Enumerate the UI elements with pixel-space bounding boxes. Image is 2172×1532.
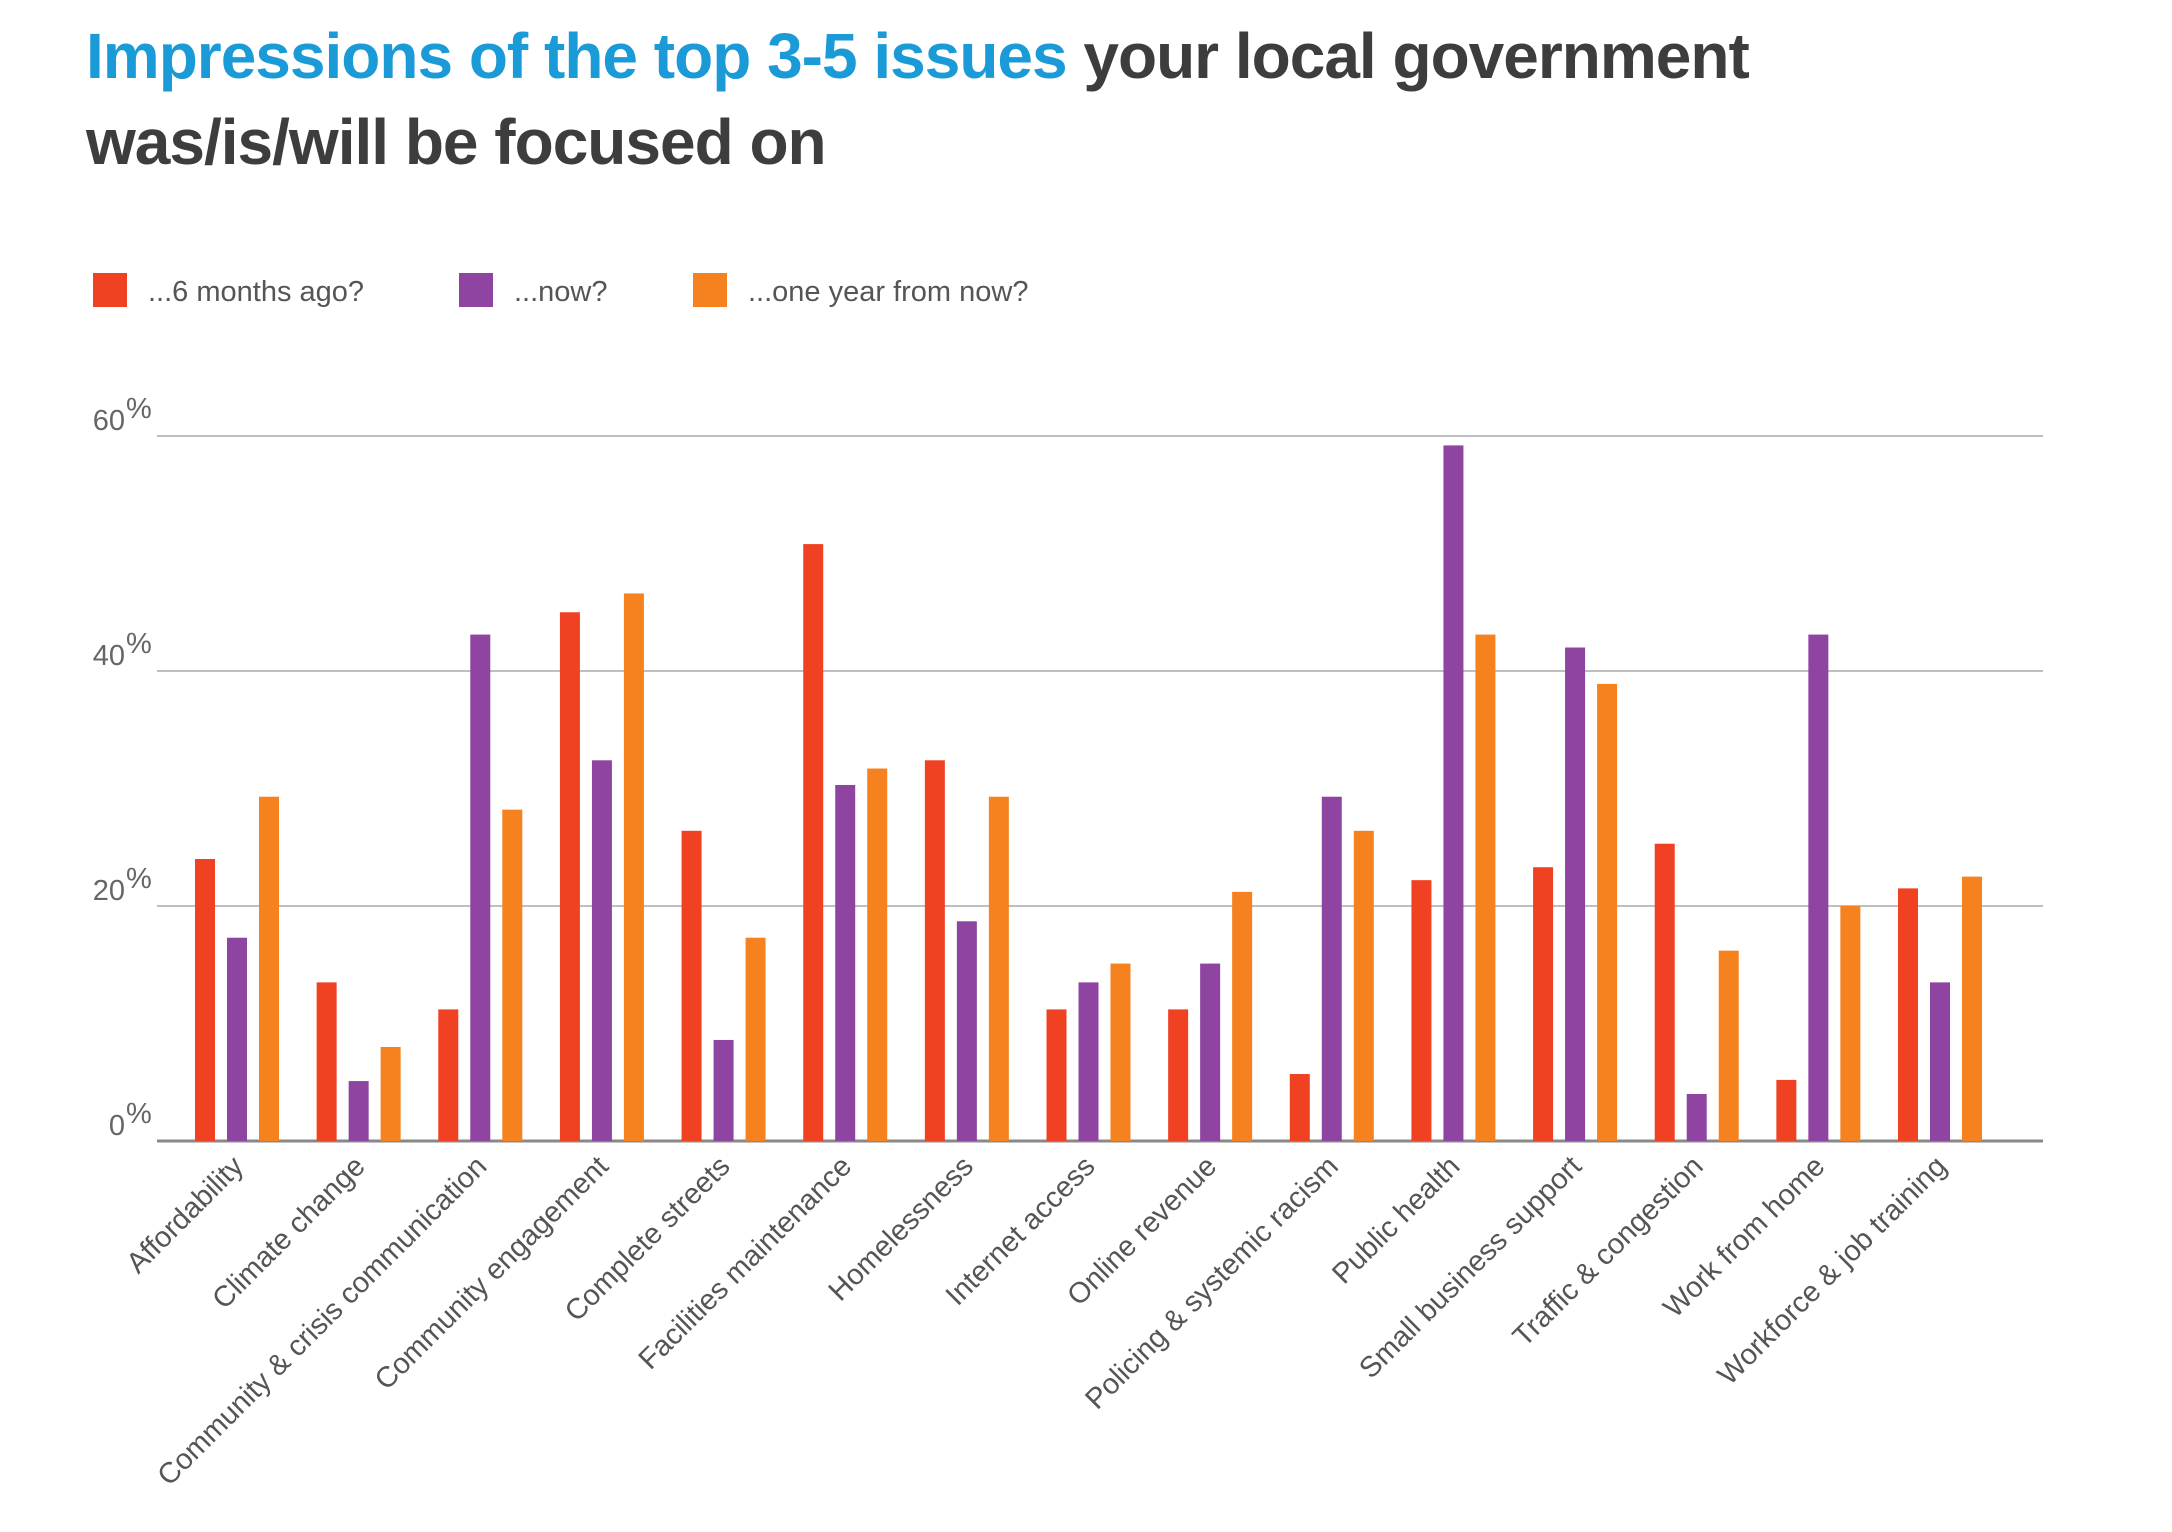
category-label: Affordability bbox=[121, 1150, 251, 1280]
chart-title-line2: was/is/will be focused on bbox=[85, 106, 826, 178]
y-tick-label: 20 bbox=[93, 875, 125, 907]
bar bbox=[380, 1047, 401, 1141]
bar bbox=[1654, 843, 1675, 1141]
bar bbox=[1808, 634, 1829, 1141]
bar bbox=[591, 760, 612, 1141]
y-tick-suffix: % bbox=[126, 393, 152, 425]
category-label: Workforce & job training bbox=[1712, 1150, 1953, 1391]
bar bbox=[1110, 963, 1131, 1141]
legend-label: ...one year from now? bbox=[748, 276, 1028, 308]
title-highlight: Impressions of the top 3-5 issues bbox=[86, 20, 1067, 92]
bar bbox=[502, 809, 523, 1141]
bar bbox=[227, 937, 247, 1141]
bar bbox=[1597, 683, 1618, 1141]
bar bbox=[745, 937, 766, 1141]
y-tick-label: 0 bbox=[109, 1110, 125, 1142]
category-label: Policing & systemic racism bbox=[1079, 1150, 1344, 1415]
bar bbox=[1898, 888, 1918, 1141]
bar bbox=[1232, 891, 1253, 1141]
bar bbox=[348, 1081, 369, 1141]
y-tick-label: 60 bbox=[93, 405, 125, 437]
bar bbox=[1353, 830, 1374, 1141]
bar bbox=[316, 982, 337, 1141]
bar bbox=[924, 760, 945, 1141]
bar bbox=[956, 921, 977, 1141]
legend-swatch bbox=[693, 273, 727, 307]
bar bbox=[988, 796, 1009, 1141]
bar bbox=[1475, 634, 1496, 1141]
y-tick-suffix: % bbox=[126, 1098, 152, 1130]
bar bbox=[438, 1009, 459, 1141]
bar bbox=[1289, 1074, 1310, 1141]
bar bbox=[1078, 982, 1099, 1141]
y-tick-label: 40 bbox=[93, 640, 125, 672]
legend: ...6 months ago? ...now? ...one year from … bbox=[93, 273, 1028, 308]
bar bbox=[1200, 963, 1221, 1141]
bar bbox=[1533, 867, 1554, 1141]
bar bbox=[259, 796, 279, 1141]
gridlines: 0 %20 %40 %60% bbox=[93, 393, 2043, 1143]
bars bbox=[195, 445, 1982, 1141]
bar bbox=[623, 593, 644, 1141]
bar bbox=[559, 612, 580, 1141]
category-label: Facilities maintenance bbox=[633, 1150, 859, 1376]
category-label: Community engagement bbox=[369, 1150, 615, 1396]
bar bbox=[713, 1039, 734, 1141]
legend-swatch bbox=[93, 273, 127, 307]
y-tick-suffix: % bbox=[126, 863, 152, 895]
bar bbox=[803, 544, 824, 1141]
bar bbox=[1411, 880, 1432, 1141]
bar bbox=[1718, 950, 1739, 1141]
bar bbox=[470, 634, 491, 1141]
bar bbox=[195, 859, 215, 1141]
legend-label: ...6 months ago? bbox=[148, 276, 364, 308]
chart-title-line1: Impressions of the top 3-5 issues your l… bbox=[86, 20, 1749, 92]
legend-swatch bbox=[459, 273, 493, 307]
bar bbox=[1962, 876, 1982, 1141]
bar bbox=[1686, 1094, 1707, 1141]
bar bbox=[681, 830, 702, 1141]
bar bbox=[1565, 647, 1586, 1141]
y-tick-suffix: % bbox=[126, 628, 152, 660]
category-label: Small business support bbox=[1353, 1150, 1588, 1385]
title-rest: your local government bbox=[1067, 20, 1750, 92]
bar bbox=[1930, 982, 1950, 1141]
bar bbox=[1443, 445, 1464, 1141]
bar bbox=[867, 768, 888, 1141]
bar bbox=[1168, 1009, 1189, 1141]
bar bbox=[1046, 1009, 1067, 1141]
bar bbox=[1776, 1079, 1797, 1141]
bar bbox=[1840, 906, 1861, 1141]
legend-label: ...now? bbox=[514, 276, 608, 308]
bar bbox=[835, 784, 856, 1141]
bar bbox=[1321, 796, 1342, 1141]
